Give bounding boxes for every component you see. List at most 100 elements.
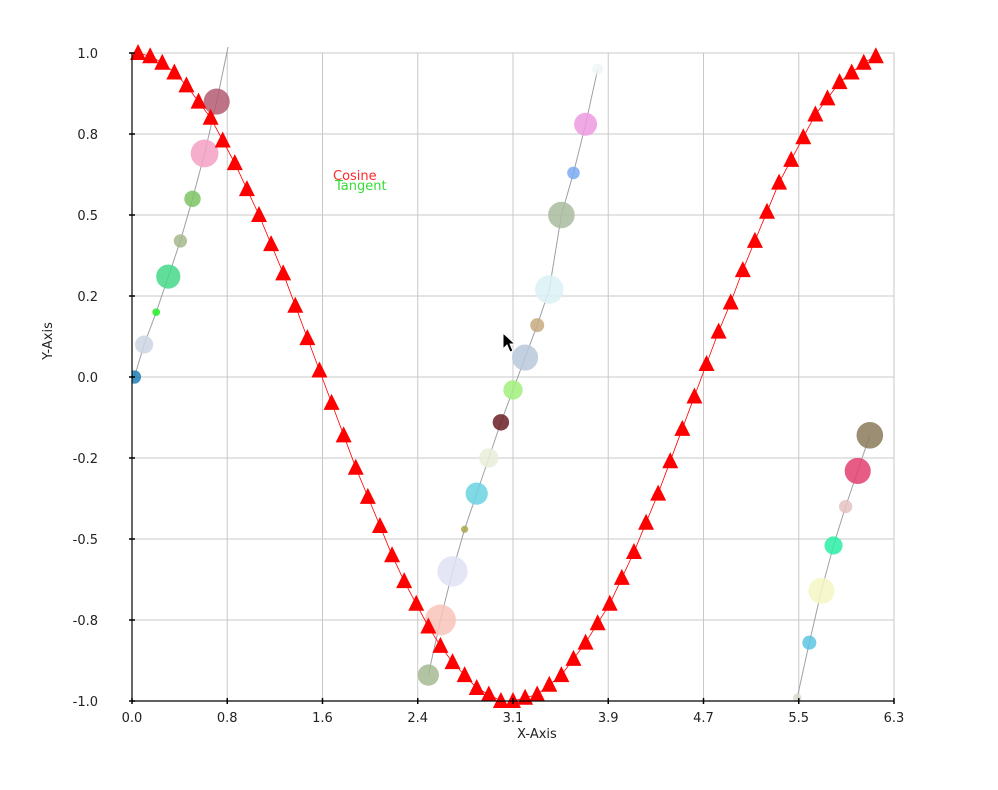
tangent-bubble [548,201,575,229]
cosine-marker [456,666,473,683]
cosine-marker [589,614,606,631]
y-tick-label: -0.8 [73,614,98,629]
cosine-marker [468,679,485,696]
cosine-marker [420,617,437,634]
cosine-marker [408,594,425,611]
tangent-bubble [856,422,884,449]
tangent-bubble [225,40,232,47]
tangent-bubble [838,499,853,514]
cosine-marker [371,517,388,534]
legend-entry-cosine: Cosine [333,169,377,184]
legend-entry-tangent: Tangent [334,179,387,194]
tangent-bubble [479,448,499,468]
tangent-bubble [808,577,835,604]
cosine-marker [565,649,582,666]
x-tick-label: 6.3 [884,711,905,726]
cosine-marker [529,685,546,702]
y-tick-label: -0.5 [73,533,98,548]
legend: Cosine Tangent [333,169,387,194]
cosine-marker [807,105,824,122]
cosine-marker [722,293,739,310]
tangent-bubble [592,63,604,75]
tangent-bubble [503,380,523,400]
x-tick-label: 0.8 [217,711,238,726]
x-tick-label: 1.6 [312,711,333,726]
tangent-bubble [437,556,468,587]
x-tick-label: 5.5 [788,711,809,726]
tangent-bubble [173,234,188,248]
x-axis-title: X-Axis [517,727,557,742]
cosine-marker [771,173,788,190]
cosine-marker [795,128,812,145]
y-tick-label: 0.0 [77,371,98,386]
cosine-marker [819,89,836,106]
cosine-marker [759,202,775,219]
y-tick-label: 0.8 [77,128,98,143]
tangent-series [132,40,884,702]
cosine-marker [299,329,316,346]
tangent-bubble [802,635,817,650]
cosine-marker [432,636,449,653]
x-tick-label: 2.4 [407,711,428,726]
x-tick-label: 3.1 [503,711,524,726]
cosine-marker [359,487,376,504]
tangent-bubble [535,275,564,304]
cosine-marker [130,44,147,60]
tangent-bubble [512,344,539,371]
cosine-marker [638,513,655,530]
cosine-marker [238,180,255,197]
cosine-marker [154,53,171,70]
y-axis-title: Y-Axis [41,322,56,361]
cosine-marker [347,458,364,475]
cosine-marker [855,53,872,70]
cosine-marker [831,73,848,90]
cosine-marker [287,296,304,313]
cosine-marker [142,47,159,64]
cosine-marker [492,692,509,708]
cosine-marker [202,108,219,125]
tangent-bubble [530,318,545,333]
tangent-bubble [184,190,201,208]
y-tick-label: 1.0 [77,47,98,62]
tangent-bubble [824,536,843,555]
cosine-marker [541,675,558,692]
grid-layer [131,52,895,702]
axes-layer: 0.0 0.8 1.6 2.4 3.1 3.9 4.7 5.5 6.3 1.0 0.8 0.5 0.2 0… [73,47,905,726]
cosine-marker [311,361,328,378]
tangent-bubble [190,139,219,168]
cosine-marker [625,542,642,559]
tangent-bubble [844,457,871,485]
cosine-marker [517,688,534,705]
cosine-marker [323,393,340,410]
cosine-marker [577,633,594,650]
tangent-bubble [132,370,142,384]
cosine-marker [867,47,884,64]
cosine-marker [698,355,715,372]
cosine-marker [686,387,703,404]
y-tick-label: -1.0 [73,695,98,710]
tangent-bubble [460,525,469,533]
cosine-marker [384,546,401,563]
cosine-series [130,44,884,708]
y-tick-label: -0.2 [73,452,98,467]
cosine-marker [480,685,497,702]
x-tick-label: 3.9 [598,711,619,726]
tangent-bubble [492,414,510,431]
cosine-marker [553,666,570,683]
tangent-bubble [152,308,161,317]
cosine-marker [396,572,413,589]
tangent-bubble [465,482,488,505]
y-tick-label: 0.2 [77,290,98,305]
tangent-bubble [135,335,154,354]
cosine-marker [710,322,727,339]
mouse-cursor-icon [502,331,517,353]
cosine-marker [734,261,751,278]
tangent-bubble [574,112,598,136]
cosine-marker [190,92,207,109]
cosine-marker [650,484,667,501]
cosine-marker [601,594,618,611]
cosine-marker [263,235,280,252]
cosine-marker [251,206,267,222]
tangent-bubble [417,664,439,686]
